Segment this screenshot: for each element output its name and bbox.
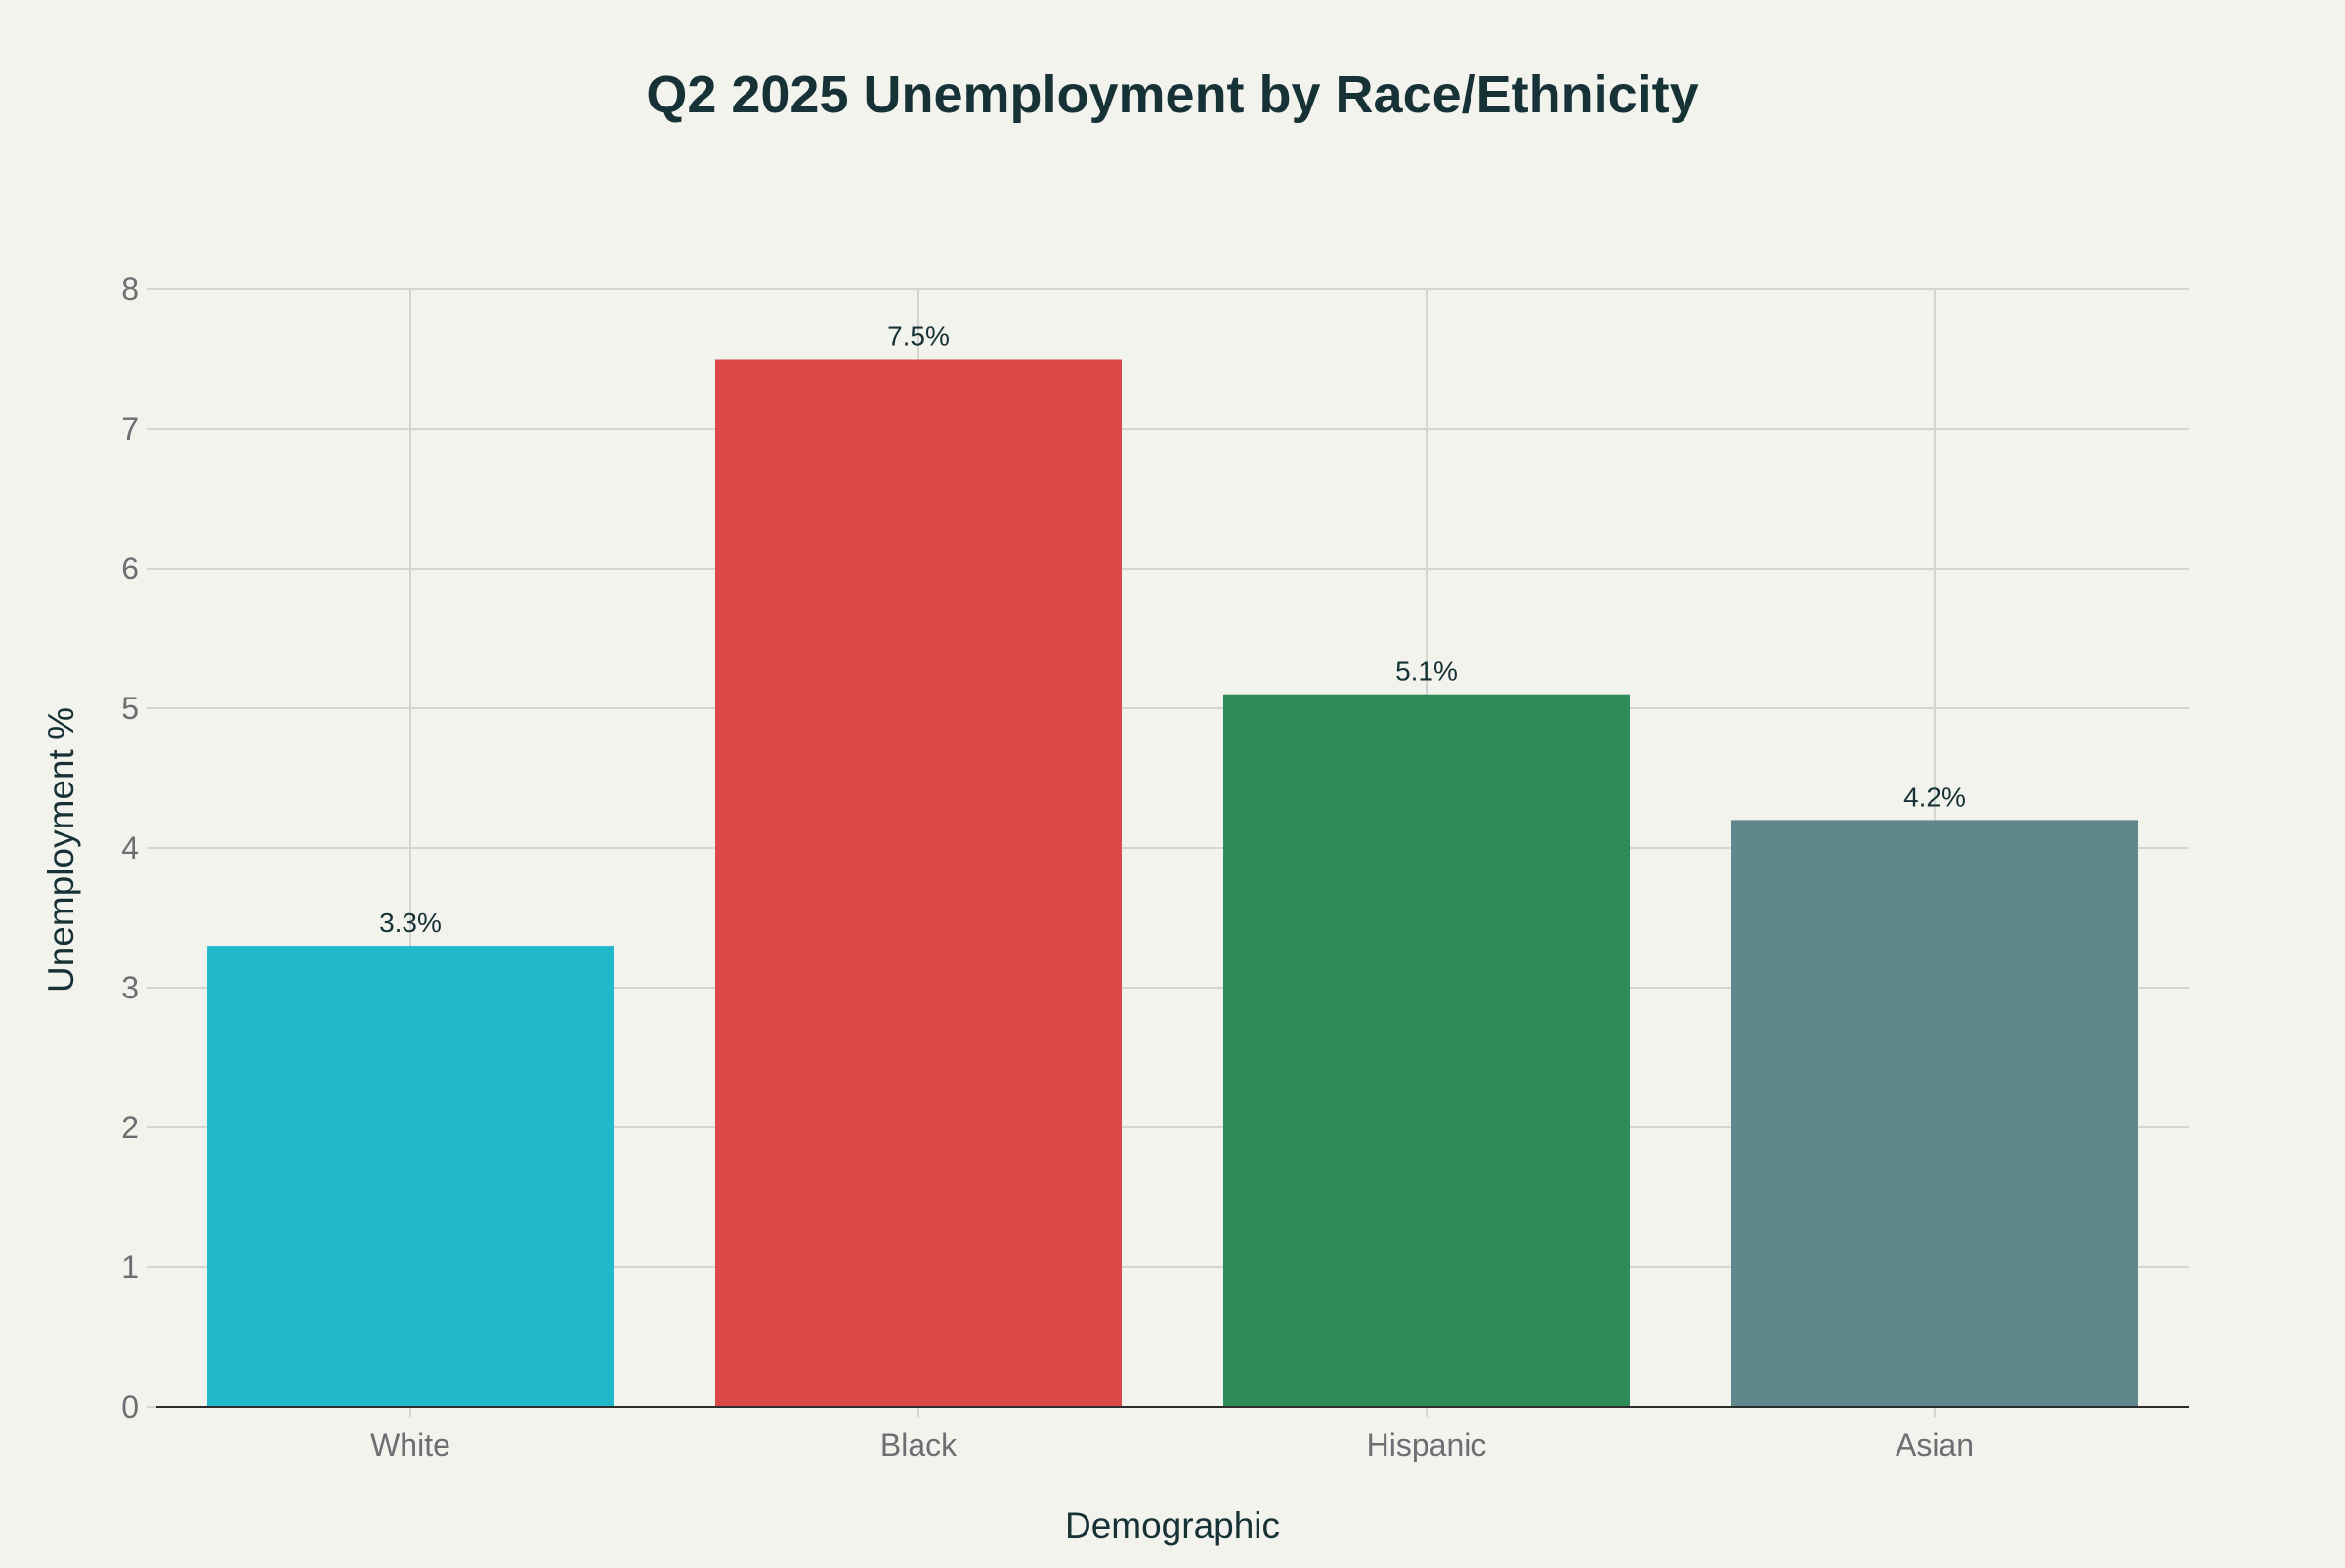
x-axis-title: Demographic (1065, 1505, 1280, 1546)
y-tick-label: 7 (121, 411, 139, 446)
bar-black[interactable] (715, 359, 1122, 1408)
y-tick-label: 4 (121, 830, 139, 866)
y-tick-label: 5 (121, 691, 139, 726)
chart-title: Q2 2025 Unemployment by Race/Ethnicity (646, 65, 1698, 124)
x-tick-label-asian: Asian (1896, 1427, 1974, 1462)
y-tick-label: 2 (121, 1110, 139, 1145)
bar-hispanic[interactable] (1223, 694, 1630, 1407)
y-axis-title: Unemployment % (41, 707, 81, 993)
labels: 0 1 2 3 4 5 6 7 8 3.3% White 7.5% Black 5.1% Hispanic 4… (121, 272, 1974, 1462)
data-label-black: 7.5% (887, 321, 950, 352)
x-tick-label-black: Black (880, 1427, 958, 1462)
bar-asian[interactable] (1731, 820, 2138, 1407)
y-tick-label: 3 (121, 970, 139, 1005)
y-tick-label: 6 (121, 551, 139, 586)
bars (207, 359, 2138, 1408)
x-tick-label-hispanic: Hispanic (1367, 1427, 1487, 1462)
data-label-asian: 4.2% (1903, 782, 1966, 812)
data-label-white: 3.3% (379, 908, 442, 938)
data-label-hispanic: 5.1% (1395, 657, 1458, 687)
y-tick-label: 0 (121, 1389, 139, 1424)
y-tick-label: 1 (121, 1250, 139, 1285)
x-tick-label-white: White (370, 1427, 450, 1462)
y-tick-label: 8 (121, 272, 139, 307)
bar-white[interactable] (207, 946, 614, 1407)
